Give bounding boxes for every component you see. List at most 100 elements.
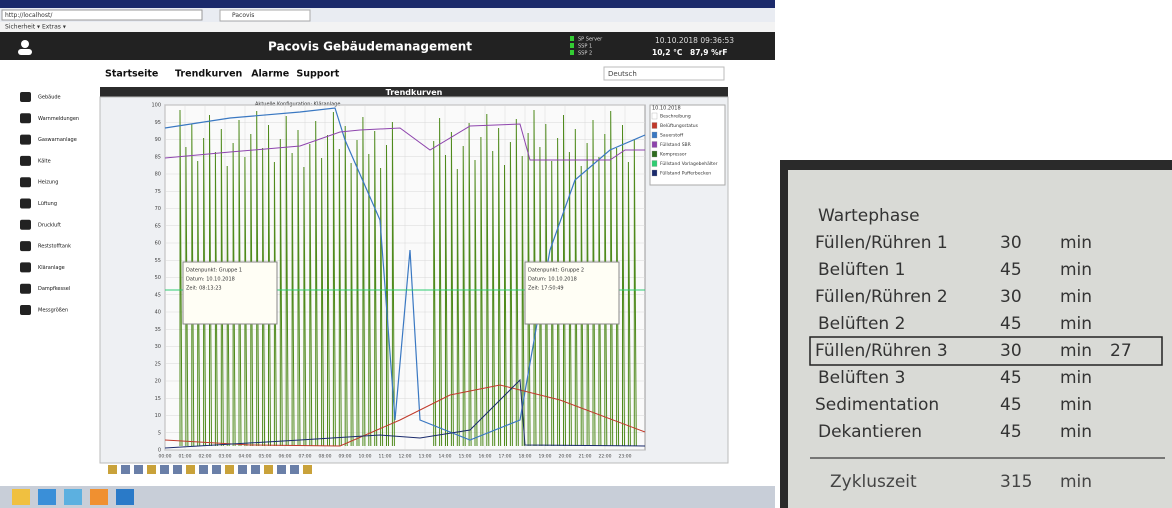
x-tick-label: 23:00 bbox=[619, 454, 632, 460]
language: Deutsch bbox=[608, 70, 637, 78]
x-tick-label: 11:00 bbox=[379, 454, 392, 460]
y-tick-label: 30 bbox=[155, 344, 161, 350]
step-name: Füllen/Rühren 1 bbox=[815, 233, 948, 253]
sidebar-item[interactable]: Druckluft bbox=[38, 222, 61, 228]
sidebar-item[interactable]: Kälte bbox=[38, 158, 51, 164]
step-name: Wartephase bbox=[818, 206, 920, 226]
toolbar-button[interactable] bbox=[160, 465, 169, 474]
y-tick-label: 65 bbox=[155, 223, 161, 229]
tooltip-line: Zeit: 08:13:23 bbox=[186, 286, 222, 292]
toolbar-button[interactable] bbox=[134, 465, 143, 474]
step-unit: min bbox=[1060, 422, 1092, 442]
toolbar-button[interactable] bbox=[121, 465, 130, 474]
tooltip-line: Datum: 10.10.2018 bbox=[528, 277, 577, 283]
nav-item[interactable]: Alarme bbox=[251, 69, 289, 80]
legend-swatch bbox=[652, 132, 657, 138]
tooltip-line: Datum: 10.10.2018 bbox=[186, 277, 235, 283]
legend-item: Füllstand Vorlagebehälter bbox=[660, 161, 718, 167]
legend-swatch bbox=[652, 170, 657, 176]
y-tick-label: 80 bbox=[155, 172, 161, 178]
legend-swatch bbox=[652, 123, 657, 129]
x-tick-label: 15:00 bbox=[459, 454, 472, 460]
toolbar-button[interactable] bbox=[199, 465, 208, 474]
total-unit: min bbox=[1060, 472, 1092, 492]
x-tick-label: 01:00 bbox=[179, 454, 192, 460]
toolbar-button[interactable] bbox=[147, 465, 156, 474]
x-tick-label: 07:00 bbox=[299, 454, 312, 460]
toolbar-button[interactable] bbox=[251, 465, 260, 474]
legend-item: Beschreibung bbox=[660, 114, 691, 120]
taskbar-icon[interactable] bbox=[90, 489, 108, 505]
toolbar-button[interactable] bbox=[264, 465, 273, 474]
x-tick-label: 00:00 bbox=[159, 454, 172, 460]
x-tick-label: 02:00 bbox=[199, 454, 212, 460]
step-remaining: 27 bbox=[1110, 341, 1132, 361]
step-unit: min bbox=[1060, 233, 1092, 253]
toolbar-button[interactable] bbox=[225, 465, 234, 474]
sidebar-item[interactable]: Heizung bbox=[38, 180, 58, 186]
x-tick-label: 06:00 bbox=[279, 454, 292, 460]
status-label: SP Server bbox=[578, 37, 603, 43]
sidebar-icon bbox=[20, 305, 31, 315]
legend-date: 10.10.2018 bbox=[652, 106, 681, 112]
app-title: Pacovis Gebäudemanagement bbox=[268, 40, 472, 54]
toolbar-button[interactable] bbox=[108, 465, 117, 474]
sidebar-icon bbox=[20, 135, 31, 145]
sidebar-item[interactable]: Reststofftank bbox=[38, 244, 71, 250]
step-unit: min bbox=[1060, 260, 1092, 280]
y-tick-label: 50 bbox=[155, 275, 161, 281]
address-text: http://localhost/ bbox=[5, 12, 53, 19]
y-tick-label: 100 bbox=[151, 103, 161, 109]
step-name: Belüften 3 bbox=[818, 368, 905, 388]
x-tick-label: 08:00 bbox=[319, 454, 332, 460]
step-name: Dekantieren bbox=[818, 422, 922, 442]
taskbar-icon[interactable] bbox=[12, 489, 30, 505]
nav-item[interactable]: Trendkurven bbox=[175, 69, 243, 80]
sidebar-item[interactable]: Messgrößen bbox=[38, 308, 68, 314]
legend-swatch bbox=[652, 142, 657, 148]
sidebar-item[interactable]: Lüftung bbox=[38, 201, 57, 207]
step-unit: min bbox=[1060, 395, 1092, 415]
x-tick-label: 09:00 bbox=[339, 454, 352, 460]
toolbar-button[interactable] bbox=[212, 465, 221, 474]
x-tick-label: 13:00 bbox=[419, 454, 432, 460]
toolbar-button[interactable] bbox=[290, 465, 299, 474]
user-icon-body bbox=[18, 49, 32, 55]
sidebar-icon bbox=[20, 156, 31, 166]
sidebar-item[interactable]: Gebäude bbox=[38, 95, 61, 101]
toolbar-button[interactable] bbox=[303, 465, 312, 474]
nav-item[interactable]: Support bbox=[296, 69, 339, 80]
toolbar-button[interactable] bbox=[277, 465, 286, 474]
toolbar-button[interactable] bbox=[238, 465, 247, 474]
taskbar-icon[interactable] bbox=[38, 489, 56, 505]
screenshot: http://localhost/PacovisSicherheit ▾ Ext… bbox=[0, 0, 1172, 508]
tooltip-line: Zeit: 17:50:49 bbox=[528, 286, 564, 292]
y-tick-label: 10 bbox=[155, 413, 161, 419]
canvas: http://localhost/PacovisSicherheit ▾ Ext… bbox=[0, 0, 1172, 508]
step-unit: min bbox=[1060, 368, 1092, 388]
sidebar-item[interactable]: Kläranlage bbox=[38, 265, 65, 271]
step-duration: 30 bbox=[1000, 341, 1022, 361]
step-name: Belüften 1 bbox=[818, 260, 905, 280]
step-duration: 45 bbox=[1000, 395, 1022, 415]
sidebar-item[interactable]: Warnmeldungen bbox=[38, 116, 79, 122]
status-label: SSP 2 bbox=[578, 51, 592, 57]
y-tick-label: 60 bbox=[155, 241, 161, 247]
x-tick-label: 03:00 bbox=[219, 454, 232, 460]
toolbar-button[interactable] bbox=[173, 465, 182, 474]
favorites: Sicherheit ▾ Extras ▾ bbox=[5, 24, 66, 31]
taskbar-icon[interactable] bbox=[64, 489, 82, 505]
x-tick-label: 14:00 bbox=[439, 454, 452, 460]
toolbar-button[interactable] bbox=[186, 465, 195, 474]
total-name: Zykluszeit bbox=[830, 472, 917, 492]
legend-item: Füllstand SBR bbox=[660, 142, 691, 148]
y-tick-label: 45 bbox=[155, 292, 161, 298]
step-unit: min bbox=[1060, 341, 1092, 361]
x-tick-label: 10:00 bbox=[359, 454, 372, 460]
sidebar-item[interactable]: Gaswarnanlage bbox=[38, 137, 77, 143]
sidebar-item[interactable]: Dampfkessel bbox=[38, 286, 70, 292]
taskbar-icon[interactable] bbox=[116, 489, 134, 505]
legend-item: Belüftungsstatus bbox=[660, 123, 699, 129]
nav-item[interactable]: Startseite bbox=[105, 69, 158, 80]
step-unit: min bbox=[1060, 287, 1092, 307]
